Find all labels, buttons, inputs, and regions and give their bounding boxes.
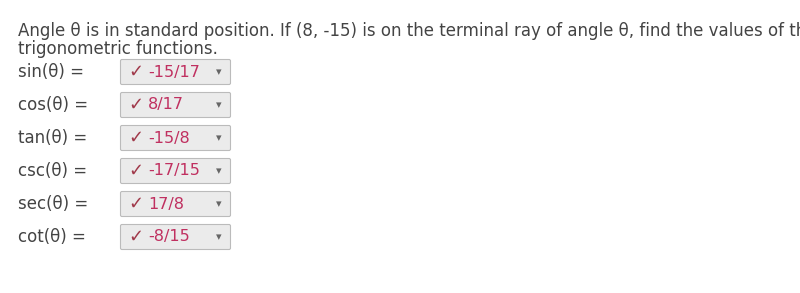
Text: trigonometric functions.: trigonometric functions. bbox=[18, 40, 218, 58]
Text: ▾: ▾ bbox=[216, 133, 222, 143]
Text: -15/8: -15/8 bbox=[148, 130, 190, 146]
Text: ▾: ▾ bbox=[216, 166, 222, 176]
Text: ▾: ▾ bbox=[216, 67, 222, 77]
Text: 17/8: 17/8 bbox=[148, 197, 184, 212]
Text: ▾: ▾ bbox=[216, 199, 222, 209]
Text: ✓: ✓ bbox=[128, 129, 143, 147]
Text: sin(θ) =: sin(θ) = bbox=[18, 63, 84, 81]
FancyBboxPatch shape bbox=[121, 224, 230, 250]
Text: ▾: ▾ bbox=[216, 100, 222, 110]
Text: ✓: ✓ bbox=[128, 228, 143, 246]
Text: ▾: ▾ bbox=[216, 232, 222, 242]
Text: ✓: ✓ bbox=[128, 96, 143, 114]
Text: cot(θ) =: cot(θ) = bbox=[18, 228, 86, 246]
Text: ✓: ✓ bbox=[128, 63, 143, 81]
FancyBboxPatch shape bbox=[121, 159, 230, 183]
Text: -17/15: -17/15 bbox=[148, 163, 200, 178]
FancyBboxPatch shape bbox=[121, 59, 230, 84]
Text: -15/17: -15/17 bbox=[148, 64, 200, 79]
Text: ✓: ✓ bbox=[128, 162, 143, 180]
Text: ✓: ✓ bbox=[128, 195, 143, 213]
FancyBboxPatch shape bbox=[121, 125, 230, 151]
Text: -8/15: -8/15 bbox=[148, 229, 190, 244]
Text: cos(θ) =: cos(θ) = bbox=[18, 96, 88, 114]
Text: sec(θ) =: sec(θ) = bbox=[18, 195, 88, 213]
FancyBboxPatch shape bbox=[121, 93, 230, 117]
Text: 8/17: 8/17 bbox=[148, 98, 184, 113]
Text: csc(θ) =: csc(θ) = bbox=[18, 162, 87, 180]
Text: Angle θ is in standard position. If (8, -15) is on the terminal ray of angle θ, : Angle θ is in standard position. If (8, … bbox=[18, 22, 800, 40]
FancyBboxPatch shape bbox=[121, 192, 230, 217]
Text: tan(θ) =: tan(θ) = bbox=[18, 129, 87, 147]
